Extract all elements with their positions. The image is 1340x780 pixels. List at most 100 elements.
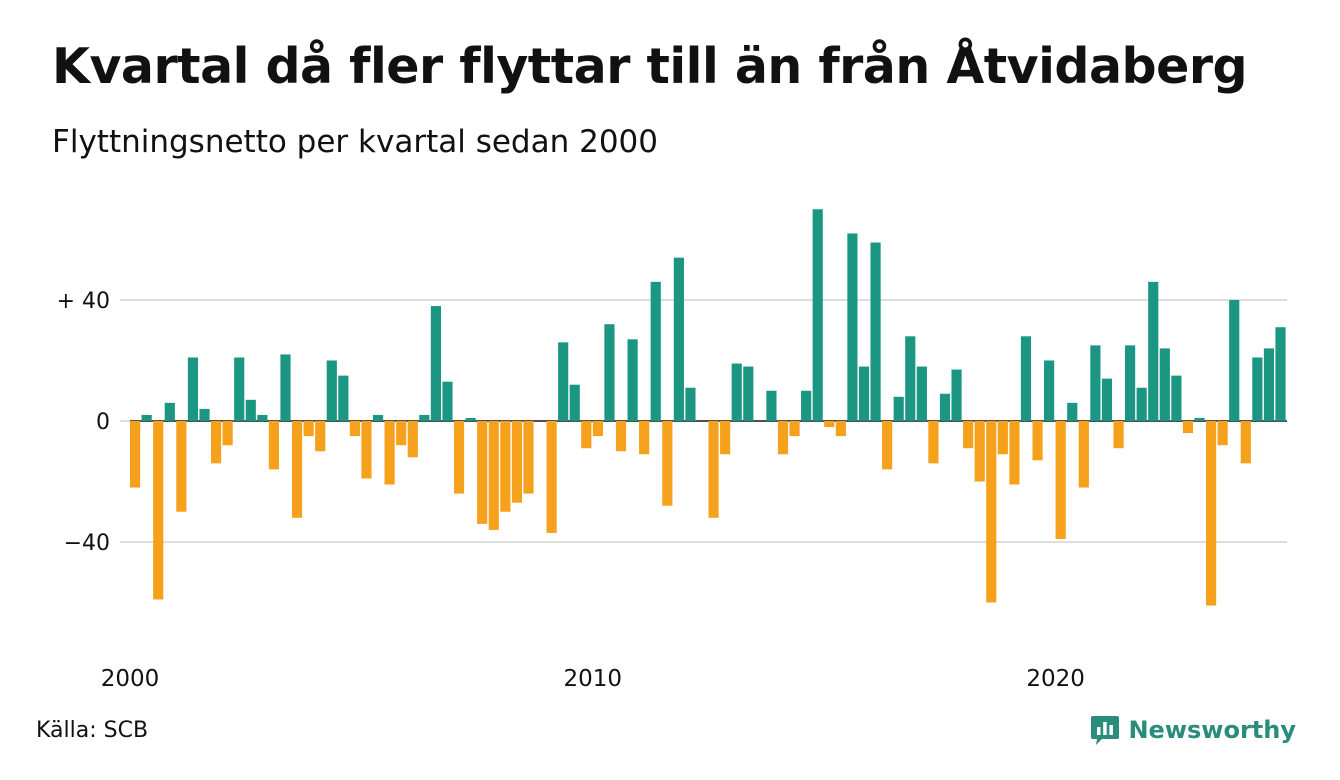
- bar: [905, 336, 916, 421]
- x-tick-label: 2010: [564, 666, 623, 692]
- bar: [361, 421, 372, 479]
- bar: [1009, 421, 1020, 485]
- bar: [1078, 421, 1089, 488]
- bar: [882, 421, 893, 470]
- bar: [141, 414, 152, 421]
- bar: [546, 421, 557, 533]
- bar: [257, 414, 268, 421]
- bar: [222, 421, 233, 446]
- x-tick-label: 2020: [1026, 666, 1085, 692]
- bar: [1240, 421, 1251, 464]
- bar: [1113, 421, 1124, 449]
- bar: [916, 366, 927, 421]
- bar: [1136, 387, 1147, 421]
- y-tick-label: 0: [96, 410, 110, 435]
- bar: [986, 421, 997, 603]
- bar: [939, 393, 951, 421]
- chart-subtitle: Flyttningsnetto per kvartal sedan 2000: [52, 124, 658, 160]
- y-tick-label: −40: [64, 531, 110, 556]
- bar: [1275, 327, 1286, 421]
- bar: [1171, 375, 1182, 422]
- bar: [1148, 281, 1159, 421]
- bar: [268, 421, 280, 470]
- bar: [997, 421, 1008, 455]
- bar: [176, 421, 187, 512]
- bar: [581, 421, 592, 449]
- bar: [523, 421, 534, 494]
- bar: [326, 360, 337, 421]
- bar: [569, 384, 580, 421]
- bar: [338, 375, 349, 422]
- bar: [558, 342, 569, 421]
- bar: [430, 306, 441, 421]
- bar: [685, 387, 696, 421]
- y-tick-label: + 40: [57, 289, 110, 314]
- bar: [477, 421, 488, 524]
- bar: [592, 421, 603, 437]
- bar: [615, 421, 627, 452]
- brand-logo[interactable]: Newsworthy: [1090, 714, 1296, 746]
- bar: [488, 421, 499, 530]
- bar: [1032, 421, 1043, 461]
- bar: [777, 421, 789, 455]
- bar: [743, 366, 754, 421]
- bar: [1101, 378, 1113, 421]
- bar: [639, 421, 650, 455]
- bar: [1044, 360, 1055, 421]
- bar: [187, 357, 199, 421]
- bar: [511, 421, 522, 503]
- bar: [372, 414, 384, 421]
- bar: [627, 339, 638, 421]
- bar: [1194, 417, 1205, 421]
- bar: [801, 390, 812, 421]
- bar: [153, 421, 164, 600]
- bar: [789, 421, 800, 437]
- bar: [974, 421, 985, 482]
- bar: [870, 242, 881, 421]
- bar: [766, 390, 777, 421]
- bar: [604, 324, 615, 421]
- bar: [928, 421, 939, 464]
- bar: [419, 414, 430, 421]
- bar: [1055, 421, 1066, 539]
- bar: [858, 366, 870, 421]
- bar: [1217, 421, 1228, 446]
- bar: [1206, 421, 1217, 606]
- bar: [1067, 402, 1078, 421]
- bar: [1020, 336, 1032, 421]
- bar: [164, 402, 175, 421]
- bar: [893, 396, 904, 421]
- bar: [349, 421, 360, 437]
- bar: [824, 421, 835, 428]
- bar: [384, 421, 395, 485]
- bar: [1263, 348, 1275, 421]
- bar: [280, 354, 291, 421]
- bar: [708, 421, 719, 518]
- bar: [245, 399, 256, 421]
- bar: [847, 233, 858, 421]
- bar: [315, 421, 326, 452]
- x-tick-label: 2000: [101, 666, 160, 692]
- bar: [673, 257, 684, 421]
- bar: [442, 381, 453, 421]
- bar: [291, 421, 303, 518]
- bar: [1090, 345, 1101, 422]
- bar: [210, 421, 222, 464]
- bar: [1125, 345, 1136, 422]
- bar: [835, 421, 846, 437]
- source-note: Källa: SCB: [36, 718, 149, 743]
- bar: [465, 417, 476, 421]
- bar: [453, 421, 465, 494]
- bar: [1229, 300, 1240, 421]
- bar: [199, 408, 210, 421]
- bar: [951, 369, 962, 421]
- bar: [720, 421, 731, 455]
- bar: [303, 421, 314, 437]
- bar-chart-speech-bubble-icon: [1091, 716, 1120, 745]
- bars: [130, 209, 1286, 606]
- bar: [407, 421, 418, 458]
- bar: [1159, 348, 1170, 421]
- bar: [662, 421, 673, 506]
- chart-title: Kvartal då fler flyttar till än från Åtv…: [52, 38, 1248, 95]
